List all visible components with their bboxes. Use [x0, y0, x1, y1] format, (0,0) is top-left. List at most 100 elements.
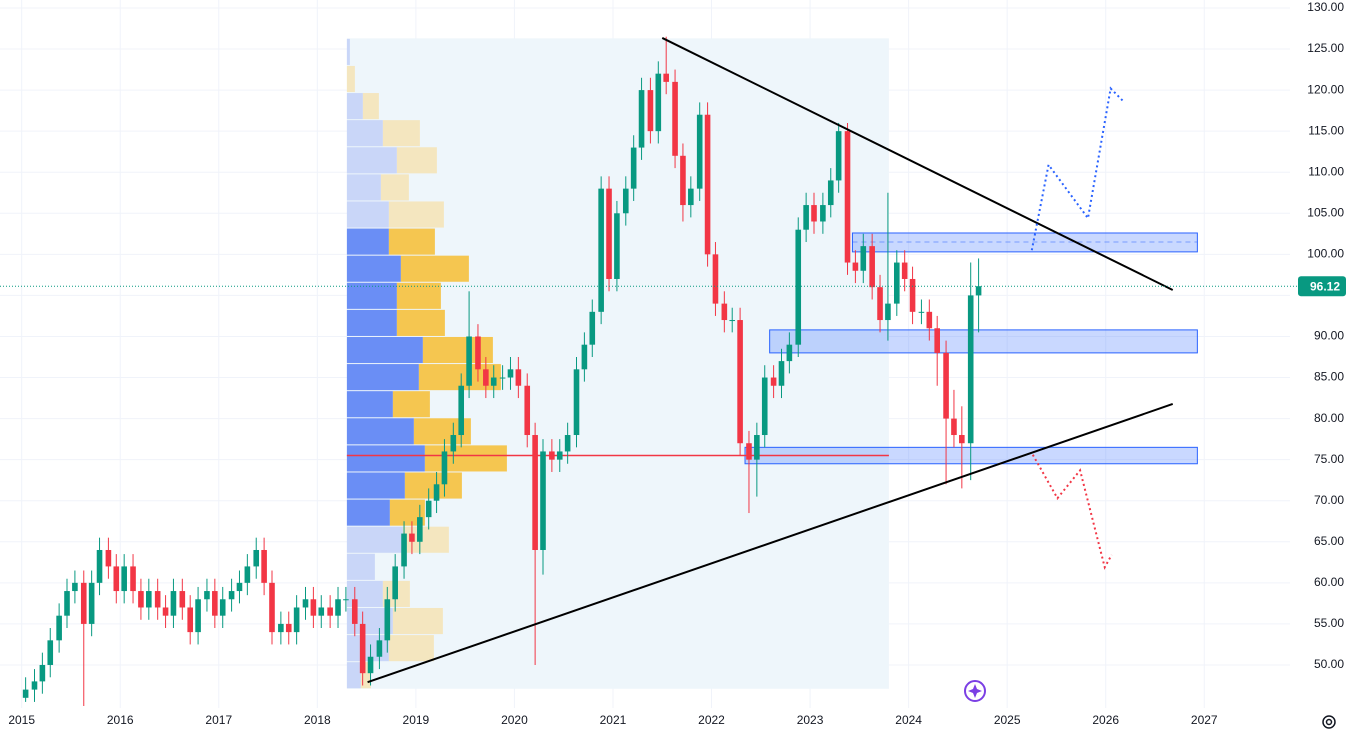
profile-down-bar [388, 201, 444, 228]
x-tick-label: 2027 [1191, 713, 1218, 727]
candle-body [589, 311, 596, 345]
profile-up-bar [346, 309, 397, 336]
candle-body [811, 205, 817, 222]
candle-body [441, 451, 448, 485]
candle-body [47, 640, 54, 665]
profile-down-bar [388, 635, 434, 662]
candle-body [909, 278, 916, 312]
x-tick-label: 2019 [403, 713, 430, 727]
profile-down-bar [422, 336, 493, 364]
profile-up-bar [346, 147, 397, 174]
candle-body [499, 377, 506, 379]
candle-body [951, 418, 957, 436]
profile-down-bar [396, 147, 437, 174]
profile-up-bar [346, 336, 423, 364]
profile-down-bar [388, 228, 435, 255]
candle-body [761, 377, 768, 436]
candle-body [672, 81, 678, 156]
y-tick-label: 65.00 [1314, 534, 1344, 548]
profile-up-bar [346, 120, 383, 147]
profile-down-bar [392, 391, 430, 418]
candle-body [278, 623, 284, 633]
x-tick-label: 2024 [895, 713, 922, 727]
candle-body [384, 599, 391, 641]
candle-body [219, 599, 226, 616]
candle-body [253, 549, 260, 567]
candle-body [351, 599, 358, 624]
trendline [661, 37, 1174, 291]
y-tick-label: 75.00 [1314, 452, 1344, 466]
y-tick-label: 125.00 [1307, 41, 1344, 55]
candle-body [549, 451, 555, 460]
profile-up-bar [346, 445, 425, 472]
candle-body [696, 114, 703, 189]
candle-body [417, 517, 423, 542]
candle-body [96, 549, 103, 583]
candle-body [466, 336, 472, 386]
profile-down-bar [360, 662, 371, 689]
last-price-badge [1298, 276, 1346, 297]
candle-body [844, 131, 851, 263]
profile-up-bar [346, 255, 401, 282]
candle-body [293, 607, 300, 633]
candle-body [614, 213, 620, 279]
candle-body [318, 607, 325, 616]
candle-body [827, 180, 834, 206]
profile-down-bar [424, 445, 507, 472]
candle-body [450, 435, 457, 452]
candle-body [581, 344, 588, 370]
candle-body [934, 328, 940, 353]
settings-gear[interactable] [1322, 715, 1336, 729]
y-tick-label: 110.00 [1308, 164, 1344, 178]
candle-body [138, 591, 144, 608]
candle-body [967, 295, 974, 444]
profile-up-bar [346, 201, 389, 228]
candle-body [556, 451, 563, 460]
candle-body [261, 549, 267, 583]
candle-body [598, 188, 604, 312]
candle-body [335, 599, 341, 616]
profile-up-bar [346, 174, 381, 201]
candle-body [146, 591, 152, 608]
x-tick-label: 2015 [8, 713, 35, 727]
candle-body [712, 254, 719, 304]
candle-body [310, 599, 317, 616]
candle-body [746, 443, 752, 460]
profile-up-bar [346, 526, 403, 553]
candle-body [130, 566, 136, 592]
candle-body [401, 533, 407, 567]
y-tick-label: 85.00 [1314, 370, 1344, 384]
x-tick-label: 2022 [698, 713, 725, 727]
profile-down-bar [362, 93, 379, 120]
y-tick-label: 120.00 [1307, 82, 1344, 96]
candle-body [721, 303, 728, 321]
candle-body [121, 566, 127, 592]
profile-down-bar [396, 309, 445, 336]
candle-body [975, 286, 982, 296]
candle-body [885, 303, 891, 321]
candle-body [515, 369, 522, 386]
profile-up-bar [346, 38, 350, 65]
ai-icon[interactable] [964, 680, 986, 702]
last-price-label: 96.12 [1310, 279, 1340, 293]
candle-body [88, 582, 95, 624]
candle-body [943, 352, 949, 419]
candle-body [877, 287, 883, 321]
y-tick-label: 60.00 [1314, 575, 1344, 589]
candle-body [852, 262, 859, 271]
candle-body [688, 188, 694, 206]
candle-body [729, 320, 736, 322]
profile-up-bar [346, 499, 390, 526]
candle-body [638, 90, 645, 148]
candle-body [204, 591, 210, 600]
candle-body [376, 640, 383, 657]
y-tick-label: 130.00 [1307, 0, 1344, 14]
trendline [367, 403, 1174, 684]
candle-body [622, 188, 629, 214]
y-tick-label: 80.00 [1314, 411, 1344, 425]
candle-body [606, 188, 612, 279]
candle-body [154, 591, 161, 608]
candle-body [187, 607, 193, 633]
candle-body [162, 607, 169, 616]
candle-body [244, 566, 251, 583]
